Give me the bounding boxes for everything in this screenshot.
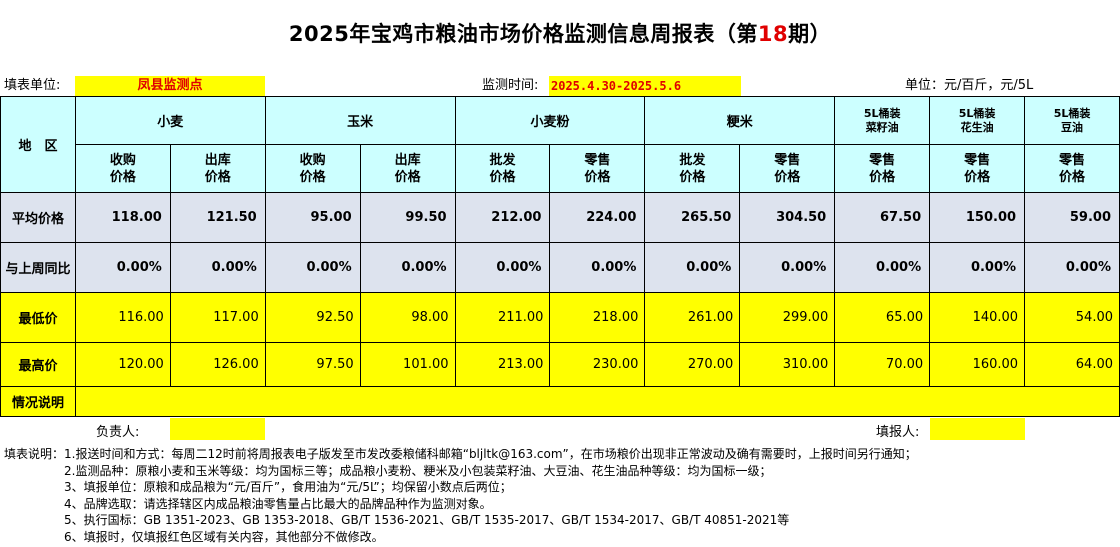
subheader-cell: 批发 价格	[644, 144, 741, 193]
min-price-cell[interactable]: 261.00	[644, 292, 741, 343]
group-header: 小麦粉	[454, 96, 646, 145]
group-header: 玉米	[264, 96, 456, 145]
week-change-cell: 0.00%	[1024, 242, 1120, 293]
subheader-cell: 零售 价格	[929, 144, 1026, 193]
week-change-cell: 0.00%	[834, 242, 931, 293]
week-change-cell: 0.00%	[169, 242, 266, 293]
note-line: 6、填报时，仅填报红色区域有关内容，其他部分不做修改。	[64, 529, 384, 544]
avg-price-cell: 59.00	[1024, 192, 1120, 243]
avg-price-cell: 265.50	[644, 192, 741, 243]
oil-header: 5L桶装 花生油	[929, 96, 1026, 145]
week-change-cell: 0.00%	[74, 242, 171, 293]
max-price-cell[interactable]: 120.00	[74, 342, 171, 387]
unit-label: 填表单位:	[4, 78, 61, 93]
min-price-cell[interactable]: 98.00	[359, 292, 456, 343]
week-change-cell: 0.00%	[929, 242, 1026, 293]
avg-price-cell: 224.00	[549, 192, 646, 243]
week-change-cell: 0.00%	[264, 242, 361, 293]
subheader-cell: 零售 价格	[1024, 144, 1120, 193]
avg-price-cell: 67.50	[834, 192, 931, 243]
max-price-cell[interactable]: 126.00	[169, 342, 266, 387]
week-change-cell: 0.00%	[644, 242, 741, 293]
max-price-cell[interactable]: 101.00	[359, 342, 456, 387]
min-price-cell[interactable]: 54.00	[1024, 292, 1120, 343]
min-price-cell[interactable]: 218.00	[549, 292, 646, 343]
note-line: 3、填报单位：原粮和成品粮为“元/百斤”，食用油为“元/5L”；均保留小数点后两…	[64, 480, 512, 494]
max-price-cell[interactable]: 70.00	[834, 342, 931, 387]
avg-price-cell: 150.00	[929, 192, 1026, 243]
period-number: 18	[757, 22, 789, 46]
note-line: 4、品牌选取：请选择辖区内成品粮油零售量占比最大的品牌品种作为监测对象。	[64, 496, 492, 511]
subheader-cell: 收购 价格	[264, 144, 361, 193]
filler-input[interactable]	[930, 418, 1025, 440]
responsible-label: 负责人:	[96, 425, 140, 440]
min-price-cell[interactable]: 117.00	[169, 292, 266, 343]
max-price-cell[interactable]: 230.00	[549, 342, 646, 387]
group-header: 小麦	[74, 96, 266, 145]
report-title: 2025年宝鸡市粮油市场价格监测信息周报表（第18期）	[288, 22, 832, 46]
max-price-cell[interactable]: 160.00	[929, 342, 1026, 387]
avg-price-label: 平均价格	[0, 192, 76, 243]
min-price-cell[interactable]: 211.00	[454, 292, 551, 343]
week-change-cell: 0.00%	[359, 242, 456, 293]
subheader-cell: 出库 价格	[359, 144, 456, 193]
min-price-cell[interactable]: 140.00	[929, 292, 1026, 343]
subheader-cell: 批发 价格	[454, 144, 551, 193]
region-header: 地 区	[0, 96, 76, 193]
time-value[interactable]: 2025.4.30-2025.5.6	[549, 76, 741, 96]
note-line: 2.监测品种：原粮小麦和玉米等级：均为国标三等；成品粮小麦粉、粳米及小包装菜籽油…	[64, 463, 772, 478]
time-label: 监测时间:	[482, 78, 539, 93]
oil-header: 5L桶装 豆油	[1024, 96, 1120, 145]
min-price-cell[interactable]: 299.00	[739, 292, 836, 343]
week-change-cell: 0.00%	[739, 242, 836, 293]
measure-unit: 单位：元/百斤，元/5L	[905, 78, 1034, 93]
filler-label: 填报人:	[876, 425, 920, 440]
avg-price-cell: 99.50	[359, 192, 456, 243]
oil-header: 5L桶装 菜籽油	[834, 96, 931, 145]
subheader-cell: 零售 价格	[834, 144, 931, 193]
week-change-cell: 0.00%	[454, 242, 551, 293]
max-price-cell[interactable]: 97.50	[264, 342, 361, 387]
note-label: 情况说明	[0, 386, 76, 417]
avg-price-cell: 212.00	[454, 192, 551, 243]
subheader-cell: 零售 价格	[549, 144, 646, 193]
week-change-label: 与上周同比	[0, 242, 76, 293]
max-price-cell[interactable]: 270.00	[644, 342, 741, 387]
responsible-input[interactable]	[170, 418, 265, 440]
note-line: 5、执行国标：GB 1351-2023、GB 1353-2018、GB/T 15…	[64, 513, 790, 527]
week-change-cell: 0.00%	[549, 242, 646, 293]
max-price-cell[interactable]: 64.00	[1024, 342, 1120, 387]
subheader-cell: 零售 价格	[739, 144, 836, 193]
avg-price-cell: 118.00	[74, 192, 171, 243]
subheader-cell: 出库 价格	[169, 144, 266, 193]
min-price-label: 最低价	[0, 292, 76, 343]
price-table: 地 区 小麦 玉米 小麦粉 粳米 5L桶装 菜籽油 5L桶装 花生油 5L桶装 豆油 …	[0, 96, 1120, 417]
signature-row: 负责人: 填报人:	[0, 418, 1120, 440]
max-price-cell[interactable]: 310.00	[739, 342, 836, 387]
subheader-cell: 收购 价格	[74, 144, 171, 193]
max-price-cell[interactable]: 213.00	[454, 342, 551, 387]
note-line: 填表说明：1.报送时间和方式：每周二12时前将周报表电子版发至市发改委粮储科邮箱…	[4, 447, 917, 461]
min-price-cell[interactable]: 92.50	[264, 292, 361, 343]
avg-price-cell: 95.00	[264, 192, 361, 243]
avg-price-cell: 121.50	[169, 192, 266, 243]
min-price-cell[interactable]: 116.00	[74, 292, 171, 343]
instructions: 填表说明：1.报送时间和方式：每周二12时前将周报表电子版发至市发改委粮储科邮箱…	[4, 446, 917, 545]
max-price-label: 最高价	[0, 342, 76, 387]
min-price-cell[interactable]: 65.00	[834, 292, 931, 343]
note-input[interactable]	[74, 386, 1120, 417]
group-header: 粳米	[644, 96, 836, 145]
avg-price-cell: 304.50	[739, 192, 836, 243]
unit-value[interactable]: 凤县监测点	[75, 76, 265, 96]
